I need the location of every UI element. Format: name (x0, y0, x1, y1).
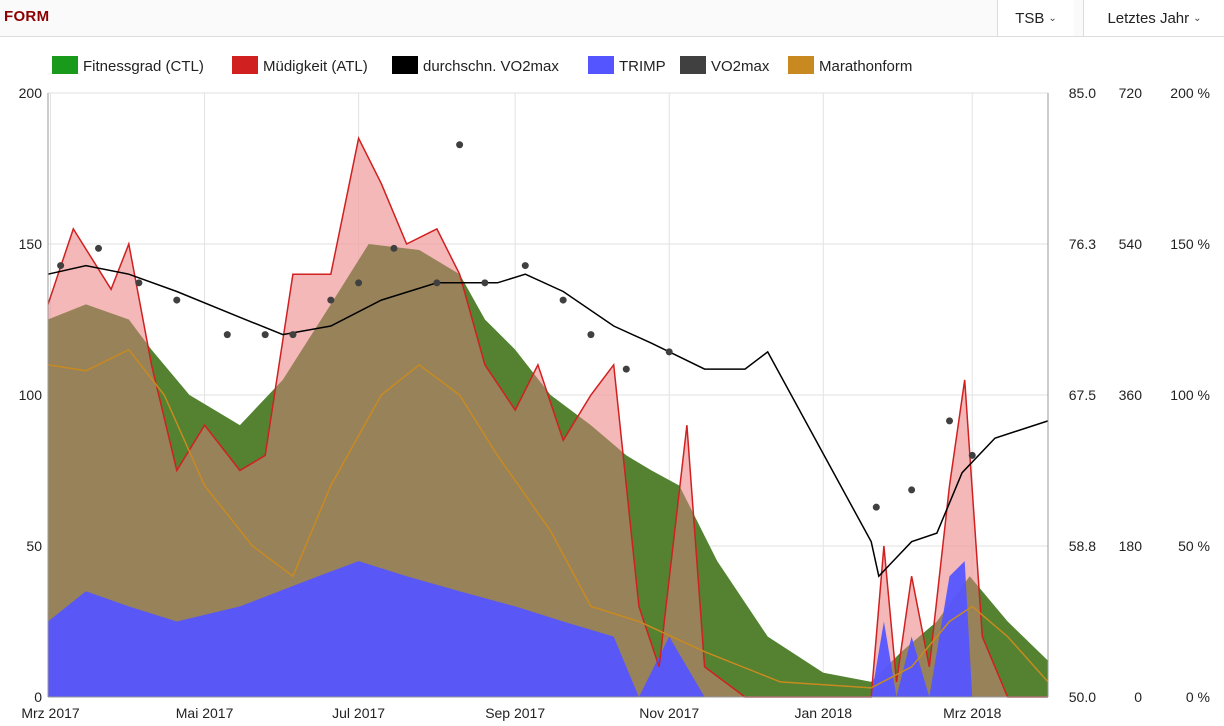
vo2max-point (946, 417, 954, 425)
y-tick-label: 76.3 (1069, 236, 1096, 252)
y-tick-label: 720 (1119, 85, 1143, 101)
vo2max-point (587, 331, 595, 339)
y-tick-label: 0 % (1186, 689, 1210, 705)
y-tick-label: 540 (1119, 236, 1143, 252)
vo2max-point (327, 296, 335, 304)
y-tick-label: 180 (1119, 538, 1143, 554)
chevron-down-icon: ⌄ (1048, 12, 1057, 24)
y-tick-label: 58.8 (1069, 538, 1096, 554)
legend-item[interactable]: TRIMP (588, 56, 666, 75)
vo2max-point (481, 279, 489, 287)
y-tick-label: 50 (26, 538, 42, 554)
legend-label: Müdigkeit (ATL) (263, 58, 368, 75)
x-tick-label: Jul 2017 (332, 705, 385, 721)
legend-label: Marathonform (819, 58, 912, 75)
avg-vo2max-line (47, 264, 1049, 578)
x-tick-label: Nov 2017 (639, 705, 699, 721)
x-tick-label: Sep 2017 (485, 705, 545, 721)
y-tick-label: 150 (19, 236, 43, 252)
legend-label: VO2max (711, 58, 770, 75)
y-tick-label: 360 (1119, 387, 1143, 403)
vo2max-point (559, 296, 567, 304)
tsb-dropdown-label: TSB (1015, 9, 1045, 27)
vo2max-point (57, 262, 65, 270)
vo2max-point (135, 279, 143, 287)
legend-item[interactable]: Marathonform (788, 56, 912, 75)
vo2max-point (289, 331, 297, 339)
legend[interactable]: Fitnessgrad (CTL) Müdigkeit (ATL) durchsch… (52, 56, 912, 75)
legend-item[interactable]: Müdigkeit (ATL) (232, 56, 368, 75)
vo2max-point (355, 279, 363, 287)
legend-swatch (588, 56, 614, 74)
trimp-area (48, 561, 1048, 697)
y-tick-label: 50 % (1178, 538, 1210, 554)
range-dropdown-label: Letztes Jahr (1107, 9, 1190, 27)
atl-line (47, 136, 1048, 698)
range-dropdown[interactable]: Letztes Jahr ⌄ (1083, 0, 1224, 36)
y-tick-label: 200 (19, 85, 43, 101)
legend-label: Fitnessgrad (CTL) (83, 58, 204, 75)
lines (47, 136, 1049, 698)
vo2max-points (57, 141, 976, 511)
vo2max-point (872, 503, 880, 511)
legend-swatch (392, 56, 418, 74)
legend-swatch (232, 56, 258, 74)
vo2max-point (521, 262, 529, 270)
x-tick-label: Mrz 2018 (943, 705, 1002, 721)
vo2max-point (261, 331, 269, 339)
legend-item[interactable]: Fitnessgrad (CTL) (52, 56, 204, 75)
y-tick-label: 85.0 (1069, 85, 1096, 101)
x-tick-label: Mai 2017 (176, 705, 234, 721)
y-tick-label: 100 % (1170, 387, 1210, 403)
vo2max-point (665, 348, 673, 356)
panel-title: FORM (4, 8, 50, 25)
legend-item[interactable]: durchschn. VO2max (392, 56, 559, 75)
vo2max-point (456, 141, 464, 149)
x-tick-label: Jan 2018 (794, 705, 852, 721)
legend-swatch (680, 56, 706, 74)
axes: 0 50 100 150 200 50.0 58.8 67.5 76.3 85.0 0 180 360 5… (19, 85, 1210, 721)
y-tick-label: 0 (34, 689, 42, 705)
legend-label: TRIMP (619, 58, 666, 75)
y-tick-label: 150 % (1170, 236, 1210, 252)
legend-swatch (788, 56, 814, 74)
legend-swatch (52, 56, 78, 74)
legend-label: durchschn. VO2max (423, 58, 559, 75)
chevron-down-icon: ⌄ (1193, 12, 1202, 24)
vo2max-point (173, 296, 181, 304)
marathonform-line (47, 348, 1049, 689)
vo2max-point (908, 486, 916, 494)
vo2max-point (95, 244, 103, 252)
panel-header: FORM TSB ⌄ Letztes Jahr ⌄ (0, 0, 1224, 37)
y-tick-label: 200 % (1170, 85, 1210, 101)
ctl-overlay-area (48, 244, 1048, 697)
vo2max-point (433, 279, 441, 287)
vo2max-point (968, 451, 976, 459)
y-tick-label: 0 (1134, 689, 1142, 705)
vo2max-point (390, 244, 398, 252)
tsb-dropdown[interactable]: TSB ⌄ (997, 0, 1074, 36)
y-tick-label: 67.5 (1069, 387, 1096, 403)
vo2max-point (622, 365, 630, 373)
vo2max-point (223, 331, 231, 339)
legend-item[interactable]: VO2max (680, 56, 770, 75)
y-tick-label: 100 (19, 387, 43, 403)
x-tick-label: Mrz 2017 (21, 705, 80, 721)
y-tick-label: 50.0 (1069, 689, 1096, 705)
areas (48, 138, 1048, 698)
